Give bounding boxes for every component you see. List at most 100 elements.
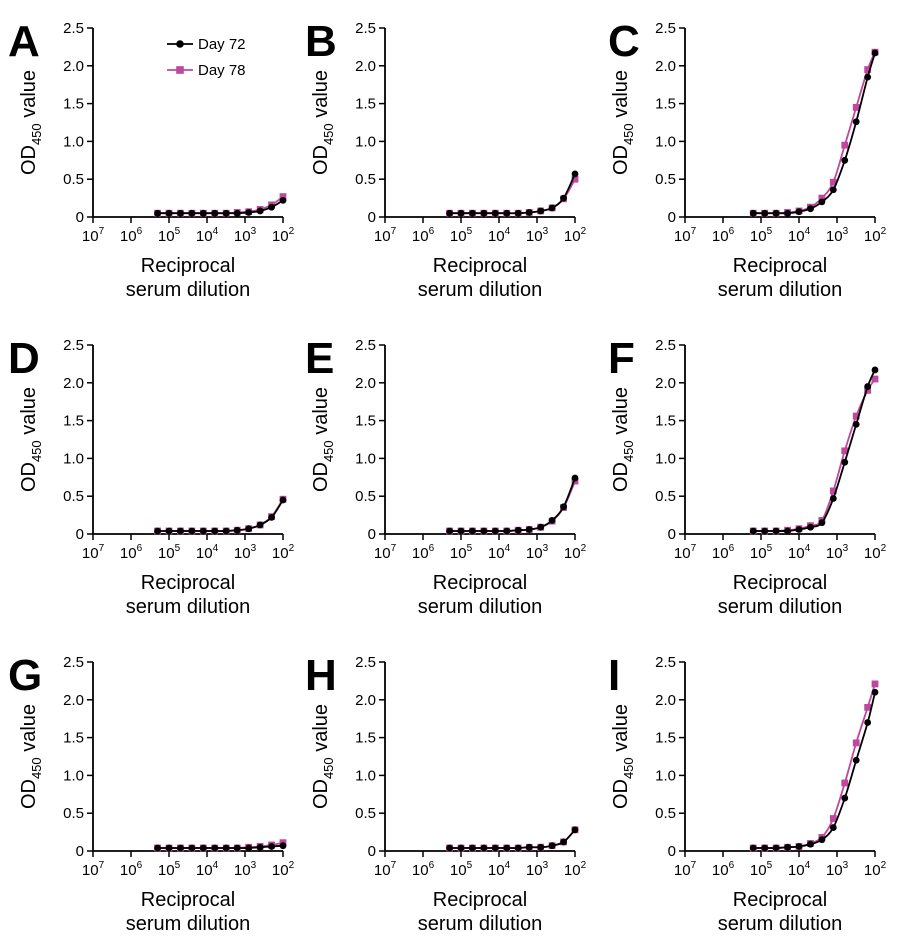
y-axis-title-rest: value bbox=[610, 704, 632, 757]
data-point-day-72 bbox=[525, 843, 533, 851]
x-tick-label: 102 bbox=[864, 860, 887, 879]
x-tick-exponent: 2 bbox=[881, 226, 887, 237]
y-tick-label: 2.0 bbox=[655, 692, 676, 709]
x-tick-base: 10 bbox=[564, 545, 581, 562]
data-point-day-72 bbox=[199, 527, 207, 535]
x-tick-label: 106 bbox=[412, 543, 435, 562]
data-point-day-72 bbox=[446, 844, 453, 852]
data-point-day-72 bbox=[154, 209, 161, 217]
y-axis-title-rest: value bbox=[18, 387, 40, 440]
x-tick-base: 10 bbox=[234, 228, 251, 245]
y-tick-label: 0 bbox=[668, 526, 676, 543]
y-tick-label: 2.0 bbox=[63, 58, 84, 75]
data-point-day-72 bbox=[480, 844, 488, 852]
y-axis-title-rest: value bbox=[18, 704, 40, 757]
legend: Day 72 Day 78 bbox=[167, 36, 246, 79]
x-tick-base: 10 bbox=[120, 545, 137, 562]
series-line-day-78 bbox=[753, 683, 876, 849]
x-tick-label: 103 bbox=[826, 860, 849, 879]
x-axis-title-line1: Reciprocal bbox=[141, 889, 235, 911]
x-tick-exponent: 2 bbox=[289, 226, 295, 237]
x-tick-exponent: 7 bbox=[391, 860, 397, 871]
x-tick-exponent: 5 bbox=[175, 543, 181, 554]
y-axis-title-subscript: 450 bbox=[621, 440, 636, 462]
y-tick-label: 1.5 bbox=[655, 413, 676, 430]
data-point-day-72 bbox=[841, 156, 849, 164]
x-tick-base: 10 bbox=[564, 228, 581, 245]
legend-marker-square bbox=[176, 66, 184, 74]
y-tick-label: 2.5 bbox=[355, 337, 376, 354]
y-tick-label: 2.5 bbox=[63, 337, 84, 354]
data-point-day-72 bbox=[503, 209, 511, 217]
data-point-day-72 bbox=[222, 209, 230, 217]
y-axis-title-rest: value bbox=[18, 70, 40, 123]
data-point-day-72 bbox=[807, 840, 814, 848]
x-tick-exponent: 6 bbox=[429, 543, 435, 554]
data-point-day-72 bbox=[177, 844, 184, 852]
x-tick-exponent: 4 bbox=[805, 226, 811, 237]
x-tick-base: 10 bbox=[750, 862, 767, 879]
x-tick-base: 10 bbox=[674, 545, 691, 562]
x-tick-label: 107 bbox=[82, 543, 105, 562]
y-tick-label: 0 bbox=[668, 209, 676, 226]
x-tick-label: 104 bbox=[788, 226, 811, 245]
data-point-day-72 bbox=[245, 209, 253, 216]
data-point-day-72 bbox=[548, 204, 556, 212]
y-axis-title-main: OD bbox=[610, 462, 632, 492]
data-point-day-72 bbox=[784, 843, 791, 851]
x-tick-label: 105 bbox=[450, 226, 473, 245]
data-point-day-72 bbox=[503, 527, 511, 535]
x-tick-exponent: 7 bbox=[99, 543, 105, 554]
data-point-day-72 bbox=[233, 526, 241, 534]
data-point-day-72 bbox=[525, 209, 533, 216]
x-tick-base: 10 bbox=[674, 862, 691, 879]
data-point-day-72 bbox=[211, 844, 219, 852]
x-axis-title-line1: Reciprocal bbox=[733, 255, 827, 277]
y-tick-label: 1.0 bbox=[655, 767, 676, 784]
x-tick-exponent: 5 bbox=[767, 860, 773, 871]
data-point-day-72 bbox=[784, 209, 791, 217]
x-tick-exponent: 7 bbox=[691, 860, 697, 871]
x-tick-base: 10 bbox=[158, 862, 175, 879]
x-tick-label: 107 bbox=[674, 860, 697, 879]
x-tick-exponent: 6 bbox=[729, 226, 735, 237]
x-tick-base: 10 bbox=[234, 862, 251, 879]
y-tick-label: 1.0 bbox=[63, 450, 84, 467]
x-tick-label: 107 bbox=[374, 543, 397, 562]
x-axis-title-line2: serum dilution bbox=[718, 596, 843, 618]
x-tick-label: 104 bbox=[788, 860, 811, 879]
y-axis-title-subscript: 450 bbox=[29, 440, 44, 462]
x-tick-base: 10 bbox=[864, 862, 881, 879]
x-tick-base: 10 bbox=[450, 228, 467, 245]
x-tick-label: 102 bbox=[272, 860, 295, 879]
data-point-day-72 bbox=[256, 843, 264, 851]
y-tick-label: 0 bbox=[368, 843, 376, 860]
x-tick-exponent: 2 bbox=[289, 543, 295, 554]
y-tick-label: 0.5 bbox=[63, 171, 84, 188]
data-point-day-72 bbox=[761, 527, 769, 535]
data-point-day-72 bbox=[268, 843, 275, 850]
x-tick-label: 107 bbox=[674, 543, 697, 562]
x-tick-exponent: 2 bbox=[581, 543, 587, 554]
data-point-day-72 bbox=[841, 458, 849, 466]
y-tick-label: 2.5 bbox=[355, 654, 376, 671]
y-axis-title-main: OD bbox=[310, 462, 332, 492]
series-line-day-78 bbox=[449, 178, 576, 215]
x-tick-exponent: 3 bbox=[543, 226, 549, 237]
x-tick-exponent: 4 bbox=[213, 226, 219, 237]
y-axis-title-rest: value bbox=[310, 387, 332, 440]
y-tick-label: 0 bbox=[76, 526, 84, 543]
x-tick-label: 103 bbox=[526, 860, 549, 879]
x-tick-label: 103 bbox=[234, 226, 257, 245]
data-point-day-72 bbox=[211, 209, 219, 217]
x-tick-label: 105 bbox=[750, 543, 773, 562]
data-point-day-72 bbox=[469, 209, 476, 217]
x-tick-base: 10 bbox=[82, 228, 99, 245]
data-point-day-72 bbox=[514, 844, 522, 852]
x-tick-exponent: 2 bbox=[581, 860, 587, 871]
data-point-day-72 bbox=[772, 209, 780, 217]
data-point-day-72 bbox=[469, 844, 476, 852]
